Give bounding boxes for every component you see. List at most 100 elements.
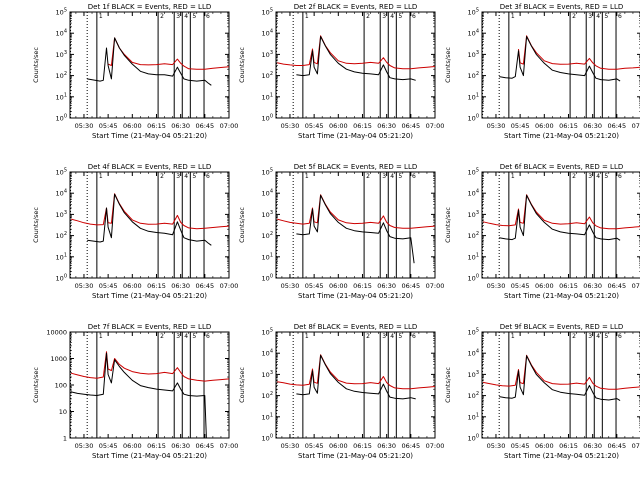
x-tick-label: 05:45: [99, 442, 118, 450]
plot-frame: [481, 171, 640, 279]
x-tick-label: 05:30: [487, 282, 506, 290]
marker-label: 5: [192, 173, 196, 180]
x-axis-label: Start Time (21-May-04 05:21:20): [298, 292, 413, 300]
x-tick-label: 06:30: [171, 282, 190, 290]
y-tick-label: 103: [56, 210, 67, 219]
x-tick-label: 05:45: [305, 282, 324, 290]
y-tick-label: 104: [56, 189, 67, 198]
y-tick-label: 104: [262, 189, 273, 198]
x-tick-label: 06:30: [171, 122, 190, 130]
x-tick-label: 05:45: [305, 442, 324, 450]
x-tick-label: 07:00: [632, 282, 640, 290]
marker-label: 1: [511, 13, 515, 20]
series-events-line: [87, 193, 212, 246]
marker-label: 6: [412, 333, 416, 340]
series-lld-line: [107, 37, 230, 70]
y-tick-label: 101: [468, 92, 479, 101]
y-tick-label: 105: [262, 168, 273, 177]
plot-frame: [275, 331, 436, 439]
marker-label: 6: [206, 13, 210, 20]
y-axis-label: Counts/sec: [238, 367, 246, 403]
x-tick-label: 05:30: [281, 282, 300, 290]
y-tick-label: 104: [468, 189, 479, 198]
y-axis-label: Counts/sec: [32, 367, 40, 403]
x-tick-label: 06:45: [195, 442, 214, 450]
marker-label: 3: [588, 173, 592, 180]
y-tick-label: 1000: [50, 355, 67, 363]
x-tick-label: 06:15: [559, 282, 578, 290]
y-tick-label: 105: [262, 328, 273, 337]
x-tick-label: 06:30: [583, 442, 602, 450]
y-axis-label: Counts/sec: [32, 47, 40, 83]
marker-label: 3: [382, 13, 386, 20]
marker-label: 5: [192, 13, 196, 20]
marker-label: 2: [160, 173, 164, 180]
panel: 1 2 3 4 5 6 Det 2f BLACK = Events, RED = LLD 10…: [238, 3, 444, 140]
x-tick-label: 06:00: [329, 122, 348, 130]
x-tick-label: 06:30: [171, 442, 190, 450]
y-axis-label: Counts/sec: [32, 207, 40, 243]
marker-label: 4: [596, 13, 600, 20]
marker-label: 4: [390, 13, 394, 20]
plot-frame: [481, 331, 640, 439]
y-tick-label: 105: [56, 168, 67, 177]
x-tick-label: 06:00: [123, 442, 142, 450]
x-tick-label: 06:15: [353, 442, 372, 450]
marker-label: 4: [390, 333, 394, 340]
y-tick-label: 102: [468, 71, 479, 80]
panel: 1 2 3 4 5 6 Det 8f BLACK = Events, RED = LLD 10…: [238, 323, 444, 460]
x-tick-label: 05:30: [75, 282, 94, 290]
marker-label: 1: [305, 13, 309, 20]
y-tick-label: 102: [262, 71, 273, 80]
x-tick-label: 06:00: [535, 282, 554, 290]
panel-title: Det 3f BLACK = Events, RED = LLD: [500, 3, 623, 11]
y-tick-label: 101: [56, 252, 67, 261]
panel-title: Det 7f BLACK = Events, RED = LLD: [88, 323, 211, 331]
marker-label: 6: [618, 333, 622, 340]
plot-frame: [69, 331, 230, 439]
x-tick-label: 05:45: [305, 122, 324, 130]
y-tick-label: 105: [468, 168, 479, 177]
marker-label: 3: [176, 333, 180, 340]
plot-frame: [275, 171, 436, 279]
x-tick-label: 05:45: [511, 122, 530, 130]
x-tick-label: 05:30: [281, 122, 300, 130]
y-tick-label: 102: [262, 391, 273, 400]
marker-label: 6: [206, 173, 210, 180]
x-tick-label: 05:30: [75, 122, 94, 130]
x-tick-label: 06:45: [401, 442, 420, 450]
marker-label: 3: [176, 173, 180, 180]
marker-label: 4: [184, 173, 188, 180]
x-tick-label: 06:30: [377, 122, 396, 130]
y-tick-label: 103: [262, 370, 273, 379]
marker-label: 4: [184, 13, 188, 20]
marker-label: 2: [160, 13, 164, 20]
x-tick-label: 06:15: [559, 442, 578, 450]
series-events-line: [87, 37, 212, 86]
x-tick-label: 06:00: [329, 442, 348, 450]
x-tick-label: 06:15: [147, 282, 166, 290]
marker-label: 1: [305, 173, 309, 180]
x-tick-label: 06:30: [377, 282, 396, 290]
marker-label: 1: [99, 173, 103, 180]
marker-label: 4: [184, 333, 188, 340]
x-tick-label: 07:00: [220, 282, 239, 290]
y-tick-label: 1: [63, 435, 67, 443]
y-tick-label: 103: [468, 210, 479, 219]
marker-label: 3: [382, 333, 386, 340]
x-tick-label: 05:45: [511, 442, 530, 450]
y-tick-label: 10: [59, 408, 67, 416]
y-tick-label: 104: [262, 29, 273, 38]
x-tick-label: 06:15: [559, 122, 578, 130]
marker-label: 2: [160, 333, 164, 340]
x-tick-label: 07:00: [426, 282, 445, 290]
marker-label: 6: [412, 13, 416, 20]
x-tick-label: 07:00: [426, 442, 445, 450]
y-tick-label: 100: [262, 434, 273, 443]
panel: 1 2 3 4 5 6 Det 6f BLACK = Events, RED = LLD 10…: [444, 163, 640, 300]
y-tick-label: 100: [468, 274, 479, 283]
y-axis-label: Counts/sec: [238, 207, 246, 243]
y-tick-label: 103: [262, 210, 273, 219]
series-lld-line: [482, 194, 640, 230]
x-tick-label: 07:00: [632, 442, 640, 450]
